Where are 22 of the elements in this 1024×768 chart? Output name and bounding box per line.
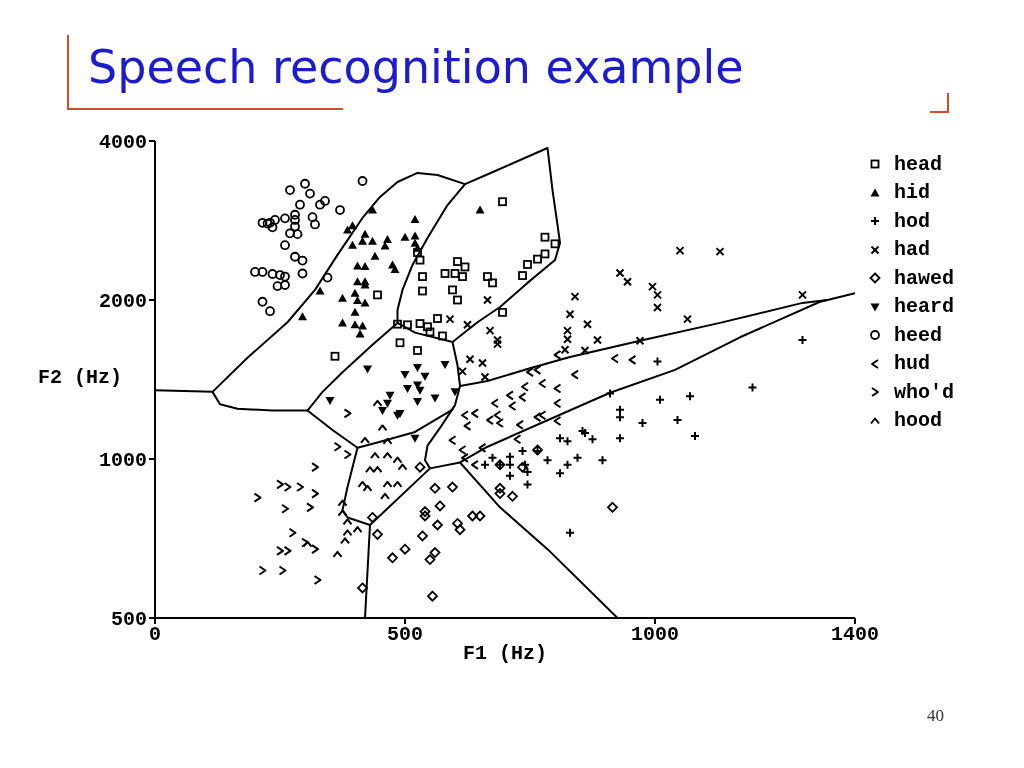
legend-label: hood	[894, 409, 943, 433]
chart-title: Speech recognition example	[88, 40, 744, 94]
legend-label: heard	[894, 295, 955, 319]
legend-label: heed	[894, 323, 943, 347]
x-tick-label: 500	[386, 623, 424, 647]
y-tick-label: 4000	[98, 131, 147, 155]
legend-label: had	[894, 238, 931, 262]
x-axis-title: F1 (Hz)	[462, 642, 547, 665]
legend-label: who'd	[894, 380, 955, 404]
x-tick-label: 1000	[630, 623, 680, 647]
x-tick-label: 0	[148, 623, 162, 647]
legend-label: hud	[894, 352, 931, 376]
legend-label: hid	[894, 181, 931, 205]
y-tick-label: 500	[110, 608, 147, 632]
y-tick-label: 2000	[98, 290, 147, 314]
y-tick-label: 1000	[98, 449, 147, 473]
legend-label: head	[894, 152, 943, 176]
legend-label: hawed	[894, 266, 955, 290]
text: 40	[927, 706, 944, 726]
legend-label: hod	[894, 209, 931, 233]
x-tick-label: 1400	[830, 623, 880, 647]
y-axis-title: F2 (Hz)	[38, 366, 123, 389]
